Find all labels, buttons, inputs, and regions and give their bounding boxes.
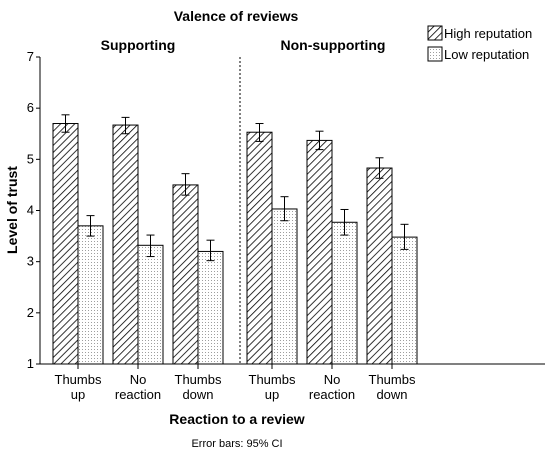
y-tick-label: 6 (27, 100, 34, 115)
panel-title: Non-supporting (281, 37, 386, 53)
bar-high-reputation (246, 131, 273, 365)
legend-swatch-low (427, 46, 443, 62)
category-label: No (130, 372, 147, 387)
bar-low-reputation (197, 250, 224, 365)
category-label: No (324, 372, 341, 387)
bar-low-reputation (331, 221, 358, 365)
y-tick-label: 2 (27, 305, 34, 320)
y-axis-title: Level of trust (4, 166, 20, 254)
panel-title: Supporting (101, 37, 176, 53)
legend-label: High reputation (444, 26, 532, 41)
bar-low-reputation (391, 236, 418, 365)
legend-label: Low reputation (444, 47, 529, 62)
category-label: Thumbs (369, 372, 416, 387)
chart-title: Valence of reviews (174, 8, 299, 24)
category-label: up (71, 387, 85, 402)
bar-low-reputation (77, 225, 104, 365)
y-tick-label: 7 (27, 49, 34, 64)
bar-high-reputation (366, 167, 393, 365)
category-label: reaction (115, 387, 161, 402)
category-label: down (376, 387, 407, 402)
error-bars-note: Error bars: 95% CI (191, 438, 282, 450)
bar-low-reputation (271, 208, 298, 365)
category-label: Thumbs (55, 372, 102, 387)
bar-high-reputation (172, 184, 199, 365)
y-tick-label: 1 (27, 356, 34, 371)
bar-high-reputation (52, 123, 79, 365)
legend-swatch-high (427, 25, 443, 41)
plot-area: 1234567SupportingThumbsupNoreactionThumb… (27, 37, 545, 402)
y-tick-label: 5 (27, 151, 34, 166)
bar-high-reputation (112, 124, 139, 365)
y-tick-label: 3 (27, 254, 34, 269)
category-label: reaction (309, 387, 355, 402)
category-label: Thumbs (175, 372, 222, 387)
bar-high-reputation (306, 139, 333, 365)
category-label: down (182, 387, 213, 402)
legend: High reputation Low reputation (427, 25, 532, 62)
bar-low-reputation (137, 244, 164, 365)
category-label: up (265, 387, 279, 402)
x-axis-title: Reaction to a review (169, 411, 304, 427)
category-label: Thumbs (249, 372, 296, 387)
y-tick-label: 4 (27, 203, 34, 218)
